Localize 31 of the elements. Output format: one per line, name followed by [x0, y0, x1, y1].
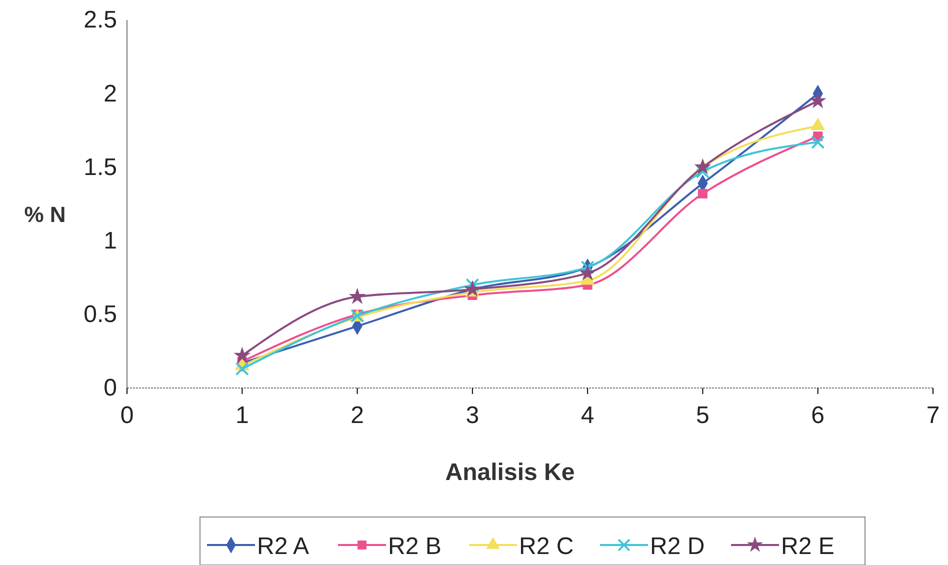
point [809, 92, 826, 108]
x-tick-label: 6 [811, 402, 825, 430]
point [348, 288, 366, 304]
legend-label: R2 E [781, 533, 834, 560]
x-tick-label: 5 [696, 402, 710, 430]
x-tick-label: 2 [350, 402, 364, 430]
y-tick-label: 0 [104, 374, 117, 402]
point [696, 164, 710, 178]
point [235, 362, 249, 376]
legend-label: R2 B [388, 533, 442, 560]
legend-label: R2 C [519, 533, 574, 560]
y-tick-label: 0.5 [84, 301, 117, 328]
x-tick-label: 7 [926, 402, 940, 430]
x-tick-label: 1 [235, 402, 249, 430]
x-tick-label: 3 [466, 402, 480, 430]
point [811, 135, 825, 149]
legend-label: R2 A [257, 533, 310, 560]
x-tick-label: 4 [580, 402, 594, 430]
y-axis-title: % N [24, 202, 66, 227]
point [234, 346, 251, 363]
point [464, 280, 481, 297]
y-tick-label: 2 [104, 80, 117, 108]
point [466, 278, 480, 292]
y-tick-label: 1 [104, 227, 117, 254]
point [694, 158, 712, 174]
legend-label: R2 D [650, 533, 705, 560]
y-tick-label: 2.5 [84, 6, 117, 34]
point [579, 264, 596, 280]
point [698, 188, 708, 198]
y-tick-label: 1.5 [84, 154, 117, 181]
x-axis-title: Analisis Ke [445, 459, 575, 486]
